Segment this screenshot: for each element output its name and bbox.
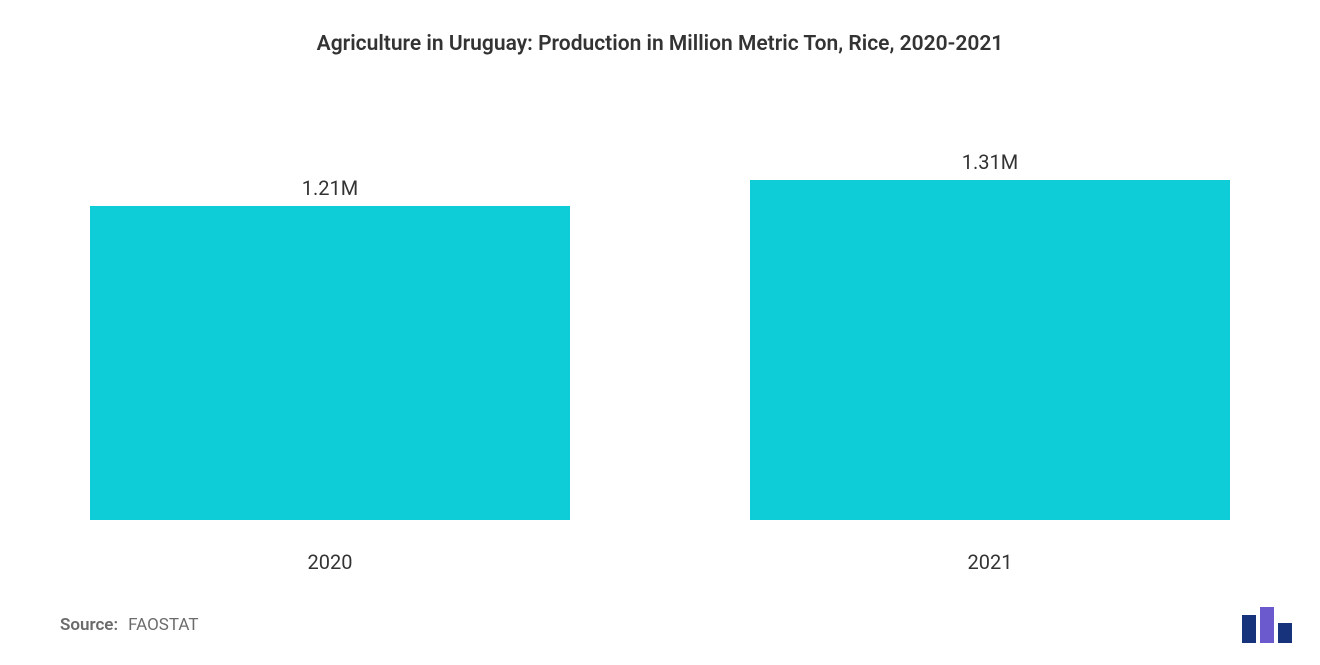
bar-value-label: 1.21M [302,176,358,200]
plot-area: 1.21M20201.31M2021 [80,120,1240,520]
logo-bar-3 [1278,623,1292,643]
logo-bar-1 [1242,615,1256,643]
chart-container: { "chart": { "type": "bar", "title": "Ag… [0,0,1320,665]
logo-bar-2 [1260,607,1274,643]
brand-logo-icon [1242,607,1292,643]
bar [750,180,1230,520]
chart-title: Agriculture in Uruguay: Production in Mi… [0,0,1320,56]
bar-value-label: 1.31M [962,150,1018,174]
bar [90,206,570,520]
bar-group: 1.31M [750,150,1230,520]
chart-footer: Source: FAOSTAT [60,607,1292,643]
source: Source: FAOSTAT [60,615,199,635]
bar-category-label: 2021 [750,550,1230,574]
bar-group: 1.21M [90,176,570,520]
source-value: FAOSTAT [128,615,198,635]
bar-category-label: 2020 [90,550,570,574]
source-label: Source: [60,615,118,635]
